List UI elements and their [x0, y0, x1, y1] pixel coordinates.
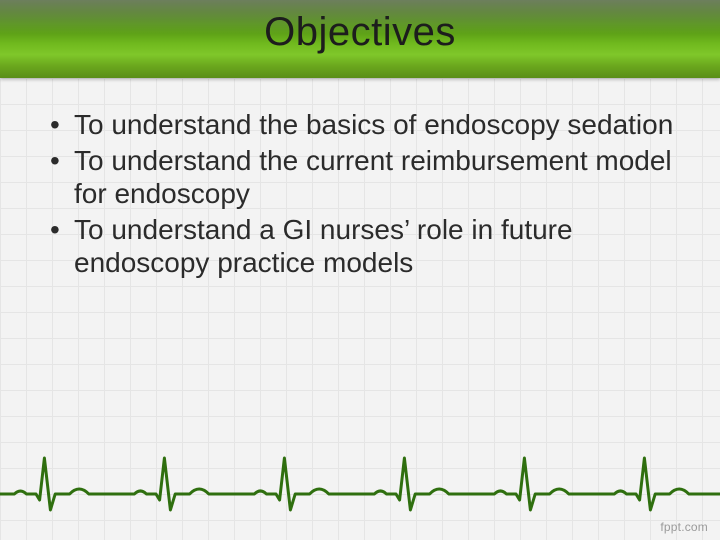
bullet-list: To understand the basics of endoscopy se…	[44, 108, 676, 280]
body-area: To understand the basics of endoscopy se…	[44, 108, 676, 282]
footer-credit: fppt.com	[660, 520, 708, 534]
ecg-svg	[0, 444, 720, 522]
bullet-item: To understand the current reimbursement …	[44, 144, 676, 211]
slide-title: Objectives	[0, 10, 720, 55]
bullet-item: To understand the basics of endoscopy se…	[44, 108, 676, 142]
bullet-item: To understand a GI nurses’ role in futur…	[44, 213, 676, 280]
slide: Objectives To understand the basics of e…	[0, 0, 720, 540]
ecg-decoration	[0, 444, 720, 522]
